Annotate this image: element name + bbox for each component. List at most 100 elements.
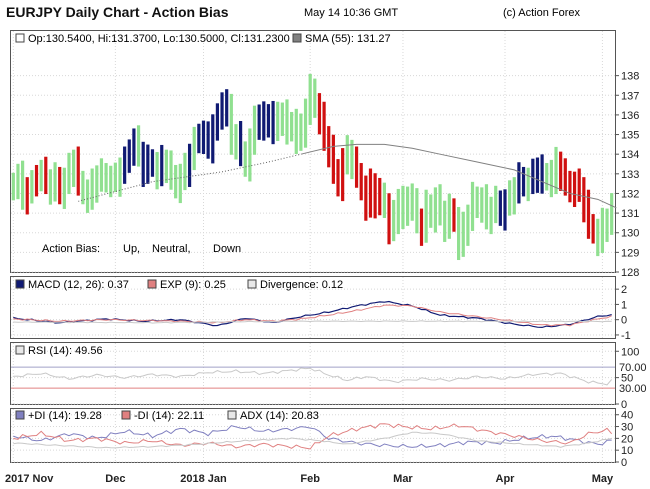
price-bar <box>174 164 178 199</box>
price-bar <box>16 163 20 200</box>
price-bar <box>415 188 419 234</box>
bias-legend-down: Down <box>213 243 241 255</box>
price-bar <box>220 92 224 130</box>
price-bar <box>350 139 354 180</box>
price-bar <box>368 168 373 218</box>
price-bar <box>382 182 386 218</box>
x-tick-label: Feb <box>300 473 320 485</box>
price-bar <box>262 101 266 141</box>
price-bar <box>271 100 275 145</box>
price-bar <box>81 170 85 205</box>
price-bar <box>503 189 507 231</box>
price-bar <box>39 159 43 192</box>
price-bar <box>53 162 57 202</box>
chart-title: EURJPY Daily Chart - Action Bias <box>6 4 229 20</box>
price-bar <box>452 198 456 232</box>
sma-legend-text: SMA (55): 131.27 <box>305 33 391 45</box>
price-bar <box>387 193 391 245</box>
price-bar <box>457 207 461 261</box>
adx-tick-label: 20 <box>621 433 633 445</box>
price-bar <box>364 175 368 221</box>
plus-di-legend-text: +DI (14): 19.28 <box>28 410 102 422</box>
price-bar <box>113 162 117 193</box>
price-bar <box>531 158 535 195</box>
price-bar <box>90 168 94 210</box>
price-bar <box>290 111 294 142</box>
price-bar <box>410 183 414 221</box>
x-tick-label: May <box>592 473 614 485</box>
price-bar <box>354 146 359 188</box>
price-bar <box>405 186 410 226</box>
x-tick-label: Mar <box>393 473 413 485</box>
price-bar <box>197 123 201 154</box>
rsi-reference-label: 70.00 <box>619 362 647 374</box>
adx-panel <box>10 408 616 463</box>
price-bar <box>44 156 48 195</box>
price-bar <box>378 177 382 216</box>
sma-line-solid <box>300 143 617 209</box>
price-bar <box>276 101 280 142</box>
price-bar <box>192 126 196 171</box>
price-bar <box>461 211 465 257</box>
rsi-legend-swatch <box>15 345 25 355</box>
price-bar <box>99 158 104 192</box>
price-bar <box>336 159 340 197</box>
price-bar <box>257 104 261 140</box>
macd-tick-label: -1 <box>621 330 631 342</box>
chart-header: EURJPY Daily Chart - Action Bias May 14 … <box>0 0 650 28</box>
price-bar <box>600 207 605 253</box>
price-bar <box>187 143 192 187</box>
rsi-line <box>13 367 613 386</box>
price-bar <box>239 120 243 167</box>
price-bar <box>392 199 396 242</box>
price-bar <box>610 193 614 235</box>
price-tick-label: 128 <box>621 267 639 279</box>
price-bar <box>559 151 563 191</box>
rsi-legend-text: RSI (14): 49.56 <box>28 345 103 357</box>
divergence-legend-text: Divergence: 0.12 <box>260 279 343 291</box>
price-bar <box>62 167 66 209</box>
price-bar <box>466 204 470 246</box>
price-bar <box>517 162 521 204</box>
price-bar <box>345 135 349 175</box>
price-bar <box>104 163 108 193</box>
price-bar <box>526 167 530 202</box>
x-tick-label: 2017 Nov <box>5 473 54 485</box>
price-bar <box>146 144 150 184</box>
rsi-reference-label: 30.00 <box>619 383 647 395</box>
adx-tick-label: 0 <box>621 457 627 469</box>
price-bar <box>201 120 206 154</box>
price-bar <box>591 214 595 244</box>
price-bar <box>535 157 540 193</box>
price-tick-label: 129 <box>621 247 639 259</box>
adx-tick-label: 40 <box>621 410 633 422</box>
price-tick-label: 133 <box>621 169 639 181</box>
price-bar <box>419 208 424 246</box>
adx-line <box>13 431 612 449</box>
minus-di-legend-text: -DI (14): 22.11 <box>134 410 204 422</box>
timestamp: May 14 10:36 GMT <box>304 7 399 19</box>
exp-line <box>13 304 612 327</box>
price-bar <box>136 125 141 167</box>
price-bar <box>123 146 127 184</box>
axes: 2017 Nov Dec 2018 Jan Feb Mar Apr May128129130… <box>5 71 647 485</box>
price-bar <box>132 128 136 166</box>
price-bar <box>475 186 479 218</box>
price-tick-label: 137 <box>621 90 639 102</box>
price-bar <box>605 208 609 242</box>
price-bar <box>243 141 247 177</box>
macd-panel <box>10 276 616 339</box>
price-bar <box>215 103 220 141</box>
minus-di-legend-swatch <box>121 410 131 420</box>
price-bar <box>540 154 544 194</box>
price-bar <box>582 177 586 223</box>
price-bar <box>25 177 29 215</box>
adx-legend-swatch <box>227 410 237 420</box>
exp-legend-swatch <box>147 279 157 289</box>
price-bar <box>359 163 363 201</box>
price-bar <box>206 121 210 159</box>
x-tick-label: 2018 Jan <box>180 473 227 485</box>
divergence-line <box>13 320 612 324</box>
divergence-legend-swatch <box>247 279 257 289</box>
macd-legend-text: MACD (12, 26): 0.37 <box>28 279 129 291</box>
